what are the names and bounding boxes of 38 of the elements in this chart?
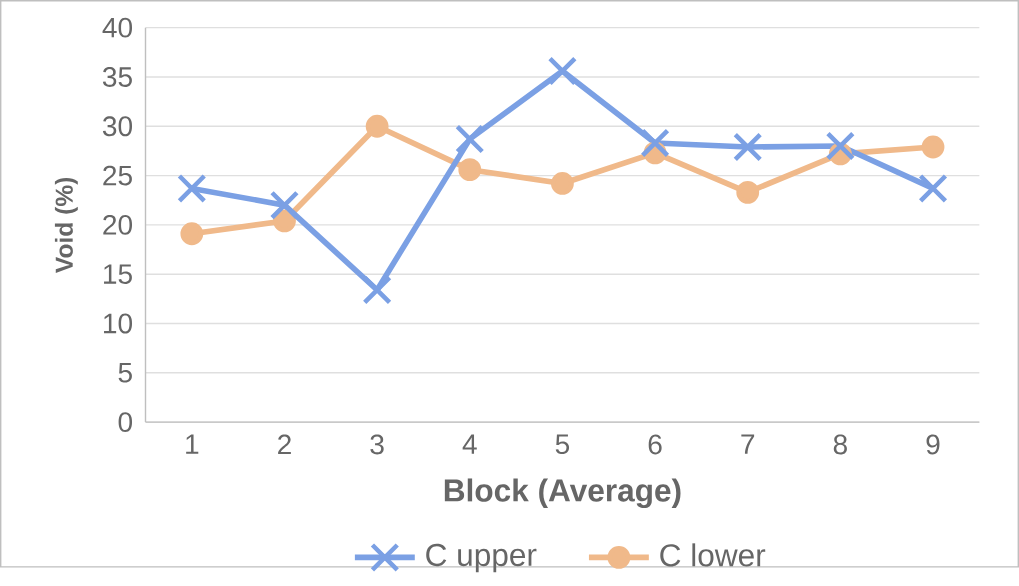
point xyxy=(547,56,578,86)
x-tick-label: 2 xyxy=(278,434,291,455)
point xyxy=(365,115,389,138)
y-tick-label: 30 xyxy=(102,116,133,137)
y-tick-label: 5 xyxy=(118,363,132,383)
y-tick-label: 20 xyxy=(103,215,133,236)
x-tick-label: 1 xyxy=(186,434,199,455)
point xyxy=(177,173,207,204)
legend-label: C upper xyxy=(426,543,537,573)
point xyxy=(733,132,763,162)
y-tick-label: 15 xyxy=(104,264,132,285)
y-tick-label: 40 xyxy=(102,17,133,38)
x-tick-label: 9 xyxy=(926,434,940,455)
point xyxy=(362,275,392,305)
point xyxy=(921,135,945,159)
x-axis-title: Block (Average) xyxy=(444,478,681,509)
y-tick-label: 35 xyxy=(102,67,132,88)
x-tick-label: 8 xyxy=(833,434,847,455)
x-tick-label: 4 xyxy=(462,434,477,455)
point xyxy=(455,124,485,155)
point xyxy=(736,181,760,204)
y-tick-label: 10 xyxy=(104,313,133,334)
point xyxy=(180,222,204,246)
y-tick-label: 25 xyxy=(103,165,132,186)
y-axis-title: Void (%) xyxy=(54,178,78,274)
x-tick-label: 3 xyxy=(370,434,384,455)
point xyxy=(640,128,670,158)
x-tick-label: 5 xyxy=(555,434,570,455)
x-tick-label: 6 xyxy=(648,434,662,455)
legend-label: C lower xyxy=(660,543,766,567)
point xyxy=(269,190,300,221)
point xyxy=(825,131,856,161)
point xyxy=(551,172,574,196)
y-tick-label: 0 xyxy=(118,412,133,433)
x-tick-label: 7 xyxy=(741,434,755,455)
point xyxy=(273,209,296,233)
point xyxy=(458,158,482,182)
point xyxy=(918,173,948,204)
